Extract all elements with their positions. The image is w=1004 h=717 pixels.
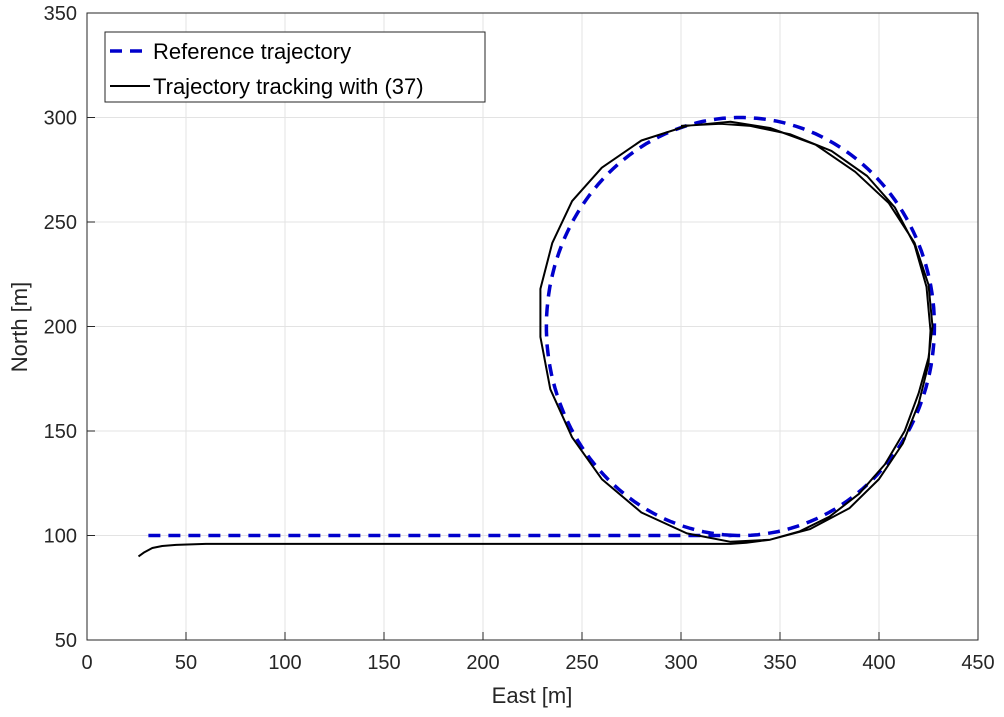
x-tick-label: 300	[664, 652, 697, 674]
x-tick-label: 400	[862, 652, 895, 674]
y-tick-label: 100	[44, 526, 77, 548]
x-tick-label: 450	[961, 652, 994, 674]
y-tick-label: 250	[44, 212, 77, 234]
x-tick-label: 250	[565, 652, 598, 674]
x-axis-title: East [m]	[492, 683, 573, 708]
legend: Reference trajectory Trajectory tracking…	[104, 31, 486, 103]
y-axis-title: North [m]	[7, 282, 32, 372]
y-tick-label: 200	[44, 317, 77, 339]
y-tick-label: 150	[44, 421, 77, 443]
series-trajectory-tracking	[137, 120, 934, 558]
tick-labels: 0 50 100 150 200 250 300 350 400 4505010015020025…	[44, 3, 995, 674]
legend-label-reference: Reference trajectory	[153, 39, 351, 64]
y-tick-label: 50	[55, 630, 77, 652]
y-tick-label: 300	[44, 108, 77, 130]
x-tick-label: 100	[268, 652, 301, 674]
legend-box	[104, 31, 486, 103]
x-tick-label: 350	[763, 652, 796, 674]
x-tick-label: 0	[81, 652, 92, 674]
y-tick-label: 350	[44, 3, 77, 25]
series-reference-trajectory	[148, 115, 937, 538]
x-tick-label: 50	[175, 652, 197, 674]
plot-frame	[86, 12, 979, 641]
legend-label-tracking: Trajectory tracking with (37)	[153, 74, 424, 99]
x-tick-label: 200	[466, 652, 499, 674]
x-tick-label: 150	[367, 652, 400, 674]
series-layer	[137, 115, 937, 558]
